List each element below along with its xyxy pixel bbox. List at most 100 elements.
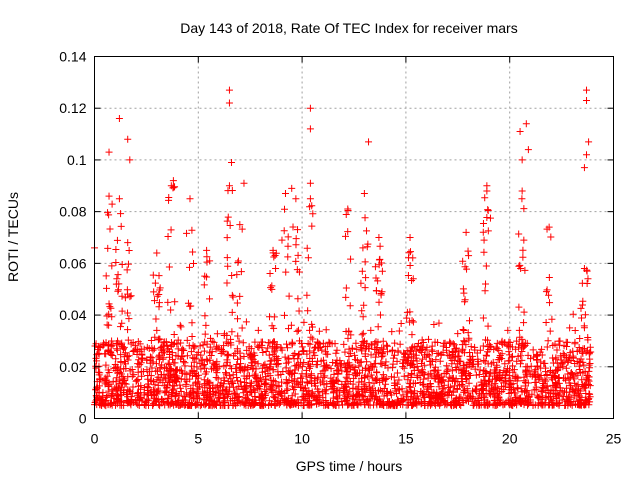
data-point: [201, 312, 209, 320]
data-point: [586, 390, 594, 398]
data-point: [435, 319, 443, 327]
data-point: [117, 351, 125, 359]
data-point: [501, 360, 509, 368]
data-point: [462, 375, 470, 383]
data-point: [349, 363, 357, 371]
data-point: [322, 386, 330, 394]
data-point: [511, 394, 519, 402]
data-point: [364, 396, 372, 404]
data-point: [367, 351, 375, 359]
data-point: [107, 304, 115, 312]
data-point: [103, 372, 111, 380]
data-point: [378, 353, 386, 361]
data-point: [107, 399, 115, 407]
data-point: [342, 327, 350, 335]
data-point: [366, 388, 374, 396]
chart-title: Day 143 of 2018, Rate Of TEC Index for r…: [180, 20, 517, 36]
data-point: [114, 271, 122, 279]
data-point: [149, 271, 157, 279]
data-point: [300, 347, 308, 355]
data-point: [172, 390, 180, 398]
data-point: [474, 394, 482, 402]
data-point: [582, 374, 590, 382]
data-point: [465, 317, 473, 325]
data-point: [345, 359, 353, 367]
data-point: [574, 390, 582, 398]
data-point: [299, 347, 307, 355]
data-point: [482, 381, 490, 389]
data-point: [428, 372, 436, 380]
data-point: [147, 391, 155, 399]
data-point: [487, 360, 495, 368]
data-point: [137, 359, 145, 367]
data-point: [535, 399, 543, 407]
data-point: [266, 269, 274, 277]
data-point: [206, 379, 214, 387]
data-point: [479, 314, 487, 322]
data-point: [145, 396, 153, 404]
data-point: [306, 195, 314, 203]
data-point: [182, 400, 190, 408]
data-point: [164, 395, 172, 403]
data-point: [266, 372, 274, 380]
data-point: [505, 390, 513, 398]
data-point: [153, 388, 161, 396]
data-point: [515, 326, 523, 334]
data-point: [311, 374, 319, 382]
data-point: [188, 332, 196, 340]
data-point: [153, 292, 161, 300]
data-point: [222, 338, 230, 346]
data-point: [460, 368, 468, 376]
data-point: [540, 359, 548, 367]
data-point: [417, 360, 425, 368]
data-point: [462, 228, 470, 236]
data-point: [484, 206, 492, 214]
data-point: [127, 393, 135, 401]
data-point: [419, 369, 427, 377]
data-point: [164, 233, 172, 241]
data-point: [543, 343, 551, 351]
data-point: [313, 361, 321, 369]
data-point: [492, 401, 500, 409]
data-point: [290, 355, 298, 363]
data-point: [321, 343, 329, 351]
data-point: [479, 342, 487, 350]
data-point: [159, 342, 167, 350]
data-point: [171, 397, 179, 405]
data-point: [190, 344, 198, 352]
data-point: [355, 362, 363, 370]
data-point: [337, 360, 345, 368]
data-point: [233, 315, 241, 323]
data-point: [124, 399, 132, 407]
data-point: [515, 303, 523, 311]
data-point: [378, 344, 386, 352]
data-point: [95, 349, 103, 357]
data-point: [395, 327, 403, 335]
data-point: [484, 206, 492, 214]
data-point: [374, 323, 382, 331]
data-point: [545, 223, 553, 231]
data-point: [124, 239, 132, 247]
data-point: [522, 396, 530, 404]
data-point: [167, 339, 175, 347]
data-point: [554, 366, 562, 374]
data-point: [237, 360, 245, 368]
data-point: [254, 343, 262, 351]
data-point: [481, 380, 489, 388]
data-point: [432, 395, 440, 403]
data-point: [486, 214, 494, 222]
data-point: [341, 348, 349, 356]
y-axis-label: ROTI / TECUs: [5, 192, 21, 282]
data-point: [427, 398, 435, 406]
data-point: [464, 247, 472, 255]
data-point: [467, 343, 475, 351]
data-point: [159, 378, 167, 386]
data-point: [546, 299, 554, 307]
data-point: [405, 249, 413, 257]
data-point: [475, 390, 483, 398]
data-point: [450, 353, 458, 361]
data-point: [532, 385, 540, 393]
y-axis-ticks: 0 0.02 0.04 0.06 0.08 0.1 0.12 0.14: [59, 49, 614, 427]
data-point: [199, 341, 207, 349]
data-point: [226, 372, 234, 380]
